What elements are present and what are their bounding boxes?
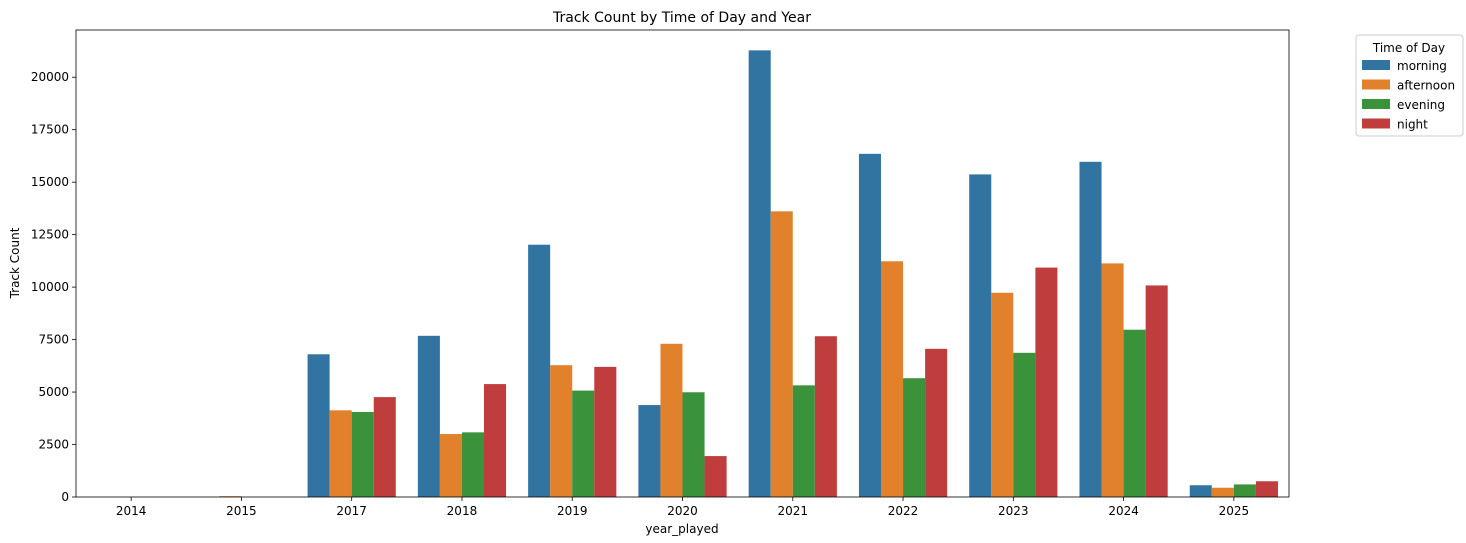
bar-morning-2022 xyxy=(858,153,881,497)
x-tick-label: 2019 xyxy=(557,504,588,518)
bar-evening-2025 xyxy=(1233,484,1256,497)
y-tick-label: 20000 xyxy=(31,70,69,84)
bar-evening-2017 xyxy=(351,411,374,497)
bar-evening-2020 xyxy=(682,392,705,497)
bar-afternoon-2024 xyxy=(1101,263,1124,497)
bar-morning-2021 xyxy=(748,50,771,497)
legend-swatch-evening xyxy=(1362,99,1390,109)
bar-night-2025 xyxy=(1255,481,1278,497)
bar-afternoon-2015 xyxy=(219,496,242,497)
bar-morning-2023 xyxy=(969,174,992,497)
y-tick-label: 17500 xyxy=(31,123,69,137)
x-tick-label: 2014 xyxy=(116,504,147,518)
legend: Time of Day morning afternoon evening night xyxy=(1355,34,1464,137)
chart-title: Track Count by Time of Day and Year xyxy=(552,10,811,26)
bar-evening-2021 xyxy=(792,385,815,497)
legend-title: Time of Day xyxy=(1372,41,1445,55)
bar-afternoon-2020 xyxy=(660,343,683,497)
bar-night-2023 xyxy=(1035,267,1058,497)
y-tick-label: 5000 xyxy=(38,385,69,399)
bar-morning-2019 xyxy=(528,244,551,497)
bar-night-2021 xyxy=(814,336,837,497)
bar-evening-2023 xyxy=(1013,352,1036,497)
legend-swatch-afternoon xyxy=(1362,79,1390,90)
x-tick-label: 2015 xyxy=(226,504,257,518)
bar-night-2020 xyxy=(704,456,727,497)
x-tick-label: 2023 xyxy=(998,504,1029,518)
bar-night-2019 xyxy=(594,366,617,497)
bar-night-2024 xyxy=(1145,285,1168,497)
bar-afternoon-2018 xyxy=(439,434,462,497)
bar-morning-2018 xyxy=(417,335,440,497)
x-tick-label: 2021 xyxy=(777,504,808,518)
y-tick-label: 10000 xyxy=(31,280,69,294)
legend-swatch-morning xyxy=(1362,60,1390,70)
bar-morning-2024 xyxy=(1079,161,1102,497)
x-axis: 2014 2015 2017 2018 2019 2020 2021 2022 2023 2024… xyxy=(116,497,1249,518)
bar-night-2017 xyxy=(373,397,396,497)
x-tick-label: 2022 xyxy=(888,504,919,518)
legend-label-morning: morning xyxy=(1397,59,1447,73)
bar-morning-2020 xyxy=(638,405,661,497)
x-tick-label: 2020 xyxy=(667,504,698,518)
y-tick-label: 12500 xyxy=(31,228,69,242)
x-tick-label: 2025 xyxy=(1219,504,1250,518)
bar-afternoon-2021 xyxy=(770,211,793,497)
bar-morning-2025 xyxy=(1189,485,1212,497)
y-tick-label: 7500 xyxy=(38,333,69,347)
y-tick-label: 15000 xyxy=(31,175,69,189)
y-axis: 0 2500 5000 7500 10000 12500 15000 17500 20000 xyxy=(31,70,76,504)
legend-swatch-night xyxy=(1362,118,1390,129)
x-tick-label: 2024 xyxy=(1108,504,1139,518)
bar-afternoon-2025 xyxy=(1211,487,1234,497)
bar-evening-2022 xyxy=(903,378,926,497)
y-tick-label: 2500 xyxy=(38,438,69,452)
bar-afternoon-2023 xyxy=(991,292,1014,497)
plot-area xyxy=(219,50,1278,497)
y-axis-label: Track Count xyxy=(8,227,22,299)
bar-night-2022 xyxy=(925,348,948,497)
bar-evening-2018 xyxy=(461,432,485,497)
bar-night-2018 xyxy=(484,384,507,497)
bar-evening-2019 xyxy=(572,390,595,497)
bar-afternoon-2019 xyxy=(550,365,573,497)
x-axis-label: year_played xyxy=(645,522,718,536)
bar-afternoon-2017 xyxy=(329,410,352,497)
legend-label-afternoon: afternoon xyxy=(1397,79,1455,93)
x-tick-label: 2018 xyxy=(447,504,478,518)
bar-evening-2024 xyxy=(1123,329,1146,497)
bar-morning-2017 xyxy=(307,354,330,497)
legend-label-evening: evening xyxy=(1397,98,1445,112)
legend-label-night: night xyxy=(1397,118,1428,132)
bar-afternoon-2022 xyxy=(880,261,904,497)
y-tick-label: 0 xyxy=(61,490,69,504)
x-tick-label: 2017 xyxy=(336,504,367,518)
